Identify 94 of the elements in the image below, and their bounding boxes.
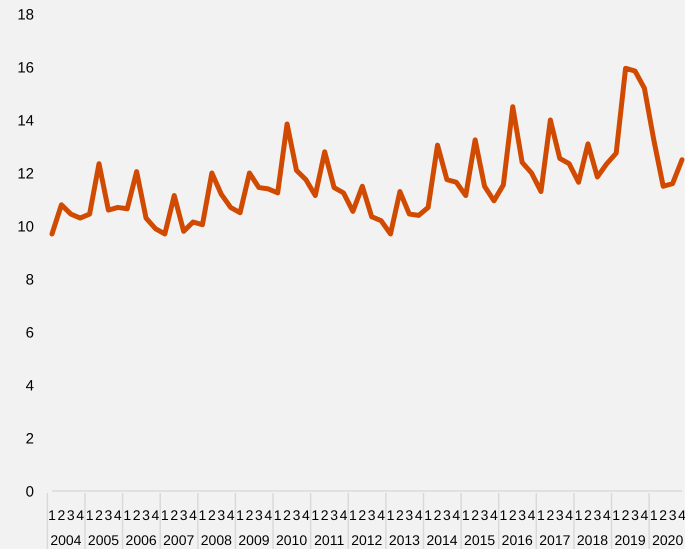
text: 2010 bbox=[276, 532, 308, 548]
y-tick-label: 4 bbox=[26, 377, 34, 394]
x-tick-label: 4 bbox=[189, 507, 198, 523]
x-tick-label: 1 bbox=[424, 507, 432, 523]
x-tick-label: 3 bbox=[480, 507, 489, 523]
x-tick-label: 2 bbox=[358, 507, 366, 523]
x-tick-label: 1 bbox=[462, 507, 470, 523]
x-tick-label: 1 bbox=[650, 507, 658, 523]
x-tick-label: 2 bbox=[396, 507, 404, 523]
text: 2004 bbox=[50, 532, 82, 548]
text: 2013 bbox=[388, 532, 420, 548]
x-tick-label: 3 bbox=[668, 507, 677, 523]
x-tick-label: 1 bbox=[386, 507, 395, 523]
x-tick-label: 4 bbox=[377, 507, 386, 523]
x-tick-label: 4 bbox=[152, 507, 160, 523]
x-tick-label: 3 bbox=[593, 507, 602, 523]
text: 2007 bbox=[163, 532, 195, 548]
text: 2017 bbox=[539, 532, 571, 548]
x-tick-label: 3 bbox=[142, 507, 150, 523]
y-tick-label: 2 bbox=[26, 430, 34, 448]
x-tick-label: 3 bbox=[556, 507, 564, 523]
x-tick-label: 1 bbox=[198, 507, 207, 523]
x-tick-label: 1 bbox=[123, 507, 132, 523]
text: 2012 bbox=[351, 532, 383, 548]
x-tick-label: 4 bbox=[76, 507, 84, 523]
x-tick-label: 2 bbox=[170, 507, 178, 523]
x-tick-label: 3 bbox=[104, 507, 113, 523]
x-tick-label: 3 bbox=[405, 507, 414, 523]
x-tick-label: 4 bbox=[414, 507, 423, 523]
x-tick-label: 4 bbox=[114, 507, 122, 523]
y-tick-label: 12 bbox=[17, 165, 34, 182]
x-tick-label: 4 bbox=[528, 507, 536, 523]
text: 2011 bbox=[314, 532, 344, 548]
x-tick-label: 2 bbox=[659, 507, 668, 523]
x-tick-label: 1 bbox=[86, 507, 94, 523]
x-tick-label: 4 bbox=[640, 507, 648, 523]
x-tick-label: 1 bbox=[274, 507, 282, 523]
x-tick-label: 1 bbox=[160, 507, 169, 523]
x-tick-label: 4 bbox=[602, 507, 611, 523]
y-tick-label: 14 bbox=[17, 112, 34, 130]
text: 2016 bbox=[502, 532, 534, 548]
x-tick-label: 2 bbox=[58, 507, 66, 523]
x-tick-label: 2 bbox=[208, 507, 216, 523]
x-tick-label: 2 bbox=[246, 507, 254, 523]
x-tick-label: 3 bbox=[518, 507, 526, 523]
x-tick-label: 4 bbox=[490, 507, 498, 523]
text: 2009 bbox=[238, 532, 270, 548]
x-tick-label: 1 bbox=[311, 507, 320, 523]
x-tick-label: 2 bbox=[508, 507, 517, 523]
text: 2014 bbox=[426, 532, 458, 548]
text: 2006 bbox=[126, 532, 157, 548]
x-tick-label: 3 bbox=[292, 507, 301, 523]
text: 2019 bbox=[614, 532, 646, 548]
x-tick-label: 2 bbox=[622, 507, 630, 523]
y-tick-label: 0 bbox=[26, 483, 34, 500]
x-tick-label: 4 bbox=[264, 507, 272, 523]
y-tick-label: 10 bbox=[17, 218, 34, 236]
x-tick-label: 4 bbox=[226, 507, 235, 523]
x-tick-label: 4 bbox=[302, 507, 310, 523]
x-tick-label: 2 bbox=[283, 507, 292, 523]
text: 2008 bbox=[200, 532, 232, 548]
x-tick-label: 3 bbox=[631, 507, 640, 523]
text: 2018 bbox=[576, 532, 608, 548]
x-tick-label: 4 bbox=[565, 507, 574, 523]
y-tick-label: 6 bbox=[26, 324, 34, 342]
x-tick-label: 3 bbox=[330, 507, 338, 523]
x-tick-label: 2 bbox=[546, 507, 554, 523]
x-tick-label: 2 bbox=[434, 507, 442, 523]
x-tick-label: 3 bbox=[443, 507, 452, 523]
x-tick-label: 1 bbox=[48, 507, 56, 523]
x-tick-label: 1 bbox=[236, 507, 244, 523]
x-tick-label: 2 bbox=[584, 507, 592, 523]
x-tick-label: 2 bbox=[132, 507, 141, 523]
y-tick-label: 16 bbox=[17, 59, 34, 76]
x-tick-label: 1 bbox=[612, 507, 620, 523]
x-tick-label: 3 bbox=[217, 507, 226, 523]
x-tick-label: 2 bbox=[471, 507, 480, 523]
text: 2005 bbox=[88, 532, 120, 548]
x-tick-label: 3 bbox=[368, 507, 376, 523]
y-tick-label: 18 bbox=[17, 6, 34, 24]
x-tick-label: 1 bbox=[348, 507, 357, 523]
x-tick-label: 1 bbox=[499, 507, 508, 523]
y-tick-label: 8 bbox=[26, 271, 34, 288]
x-tick-label: 2 bbox=[95, 507, 104, 523]
x-tick-label: 4 bbox=[452, 507, 460, 523]
x-tick-label: 1 bbox=[537, 507, 546, 523]
text: 2015 bbox=[464, 532, 496, 548]
x-tick-label: 3 bbox=[66, 507, 75, 523]
x-tick-label: 4 bbox=[340, 507, 348, 523]
x-tick-label: 3 bbox=[254, 507, 263, 523]
text: 2020 bbox=[652, 532, 684, 548]
x-tick-label: 3 bbox=[180, 507, 188, 523]
x-tick-label: 1 bbox=[574, 507, 583, 523]
x-tick-label: 2 bbox=[320, 507, 329, 523]
